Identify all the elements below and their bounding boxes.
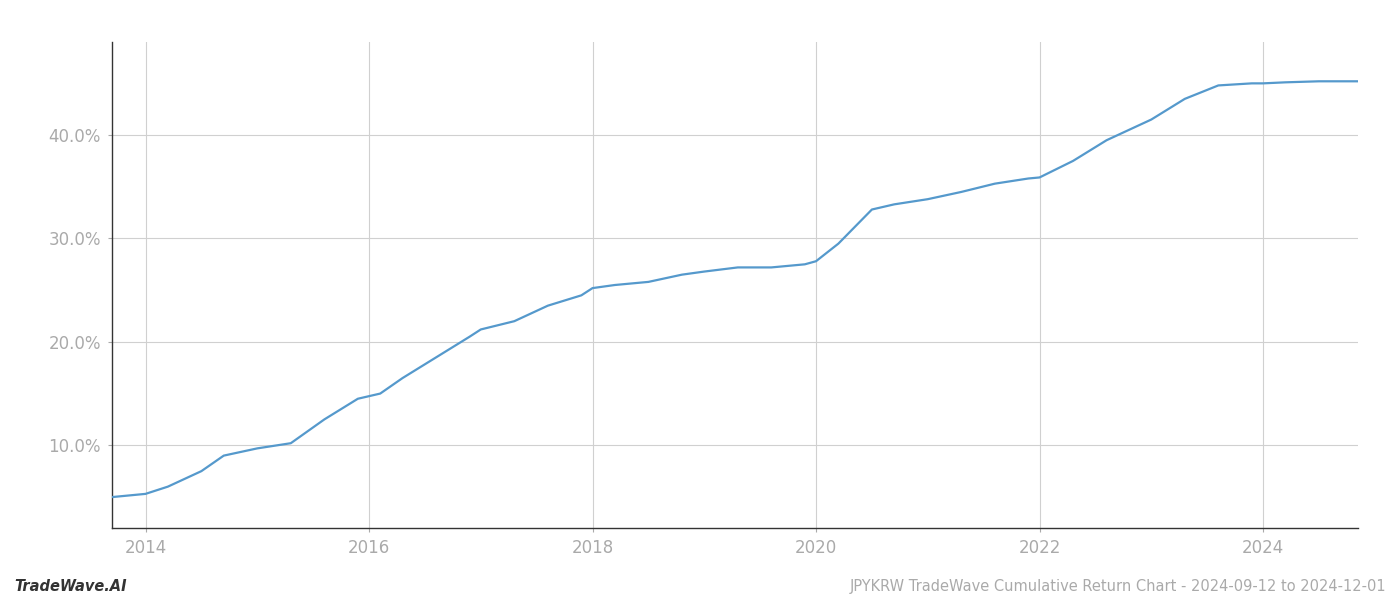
Text: TradeWave.AI: TradeWave.AI — [14, 579, 126, 594]
Text: JPYKRW TradeWave Cumulative Return Chart - 2024-09-12 to 2024-12-01: JPYKRW TradeWave Cumulative Return Chart… — [850, 579, 1386, 594]
